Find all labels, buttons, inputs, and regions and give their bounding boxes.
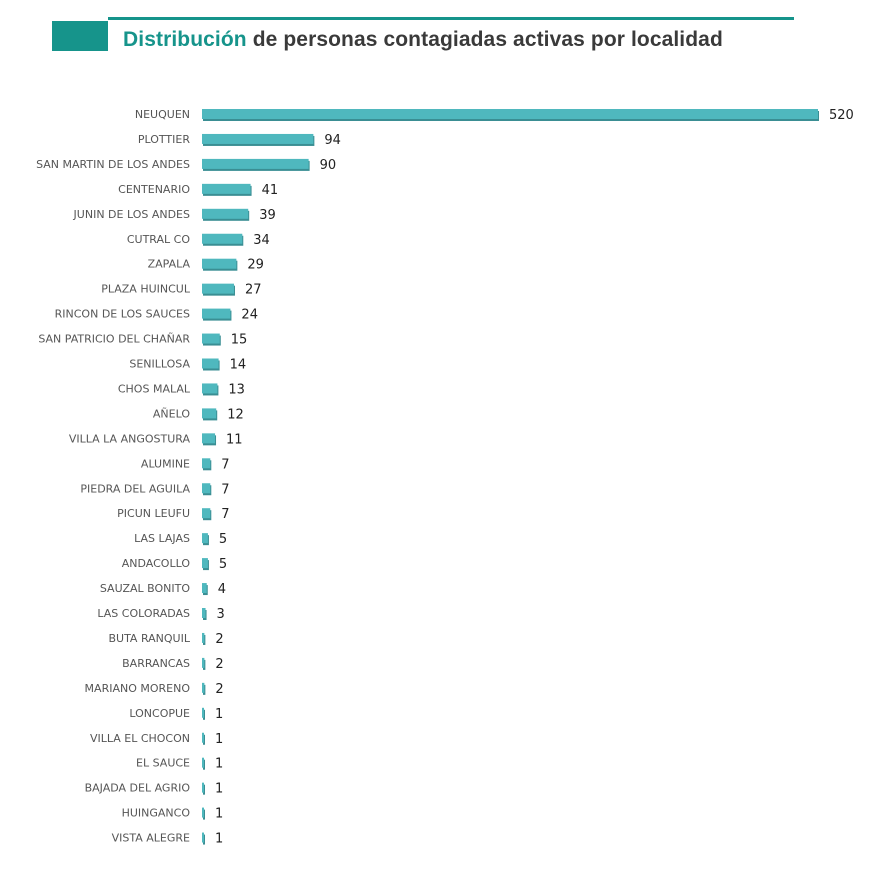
category-label: VISTA ALEGRE [112,832,190,845]
category-label: ZAPALA [148,258,191,271]
bar [202,283,234,294]
bar [202,732,204,743]
value-label: 1 [215,732,223,747]
value-label: 13 [228,382,245,397]
chart-title-accent: Distribución [123,28,247,51]
bar [202,682,205,693]
value-label: 39 [259,208,276,223]
value-label: 520 [829,108,854,123]
bar [202,383,218,394]
value-label: 7 [221,457,229,472]
bar [202,133,314,144]
category-label: PIEDRA DEL AGUILA [80,482,190,495]
category-label: PLAZA HUINCUL [101,283,191,296]
bar [202,832,204,843]
value-label: 7 [221,507,229,522]
value-label: 12 [227,407,244,422]
bar [202,433,216,444]
category-label: SAN PATRICIO DEL CHAÑAR [38,333,190,346]
category-label: SAUZAL BONITO [100,582,190,595]
bar [202,308,231,319]
value-label: 4 [218,582,226,597]
value-label: 2 [215,657,223,672]
bar [202,208,249,219]
bar [202,608,206,618]
bar [202,508,211,519]
value-label: 3 [217,607,225,622]
value-label: 15 [231,333,248,348]
category-label: LAS COLORADAS [97,607,190,620]
bar [202,782,204,793]
bar [202,408,217,419]
category-label: MARIANO MORENO [85,682,191,695]
category-label: VILLA EL CHOCON [90,732,190,745]
bar [202,483,211,494]
category-label: BAJADA DEL AGRIO [85,782,191,795]
bar [202,333,220,344]
chart-title-rest: de personas contagiadas activas por loca… [252,28,723,51]
value-label: 41 [262,183,279,198]
bar [202,657,205,668]
bar [202,183,251,194]
category-label: CENTENARIO [118,183,190,196]
category-label: SENILLOSA [129,358,190,371]
category-label: ALUMINE [141,457,190,470]
category-label: CHOS MALAL [118,382,191,395]
header-accent-block [52,21,108,51]
bar [202,632,205,643]
category-label: LAS LAJAS [134,532,190,545]
category-label: JUNIN DE LOS ANDES [73,208,190,221]
category-label: AÑELO [153,407,190,420]
category-label: SAN MARTIN DE LOS ANDES [36,158,190,171]
value-label: 1 [215,807,223,822]
bar [202,583,207,594]
value-label: 2 [215,632,223,647]
bar [202,458,211,469]
category-label: EL SAUCE [136,757,190,770]
value-label: 34 [253,233,270,248]
value-label: 7 [221,482,229,497]
value-label: 1 [215,832,223,847]
value-label: 2 [215,682,223,697]
category-label: PLOTTIER [138,133,190,146]
bar [202,533,208,544]
value-label: 1 [215,782,223,797]
value-label: 24 [241,308,258,323]
category-label: HUINGANCO [122,807,191,820]
value-label: 5 [219,532,227,547]
category-label: ANDACOLLO [122,557,191,570]
category-label: VILLA LA ANGOSTURA [69,432,191,445]
category-label: LONCOPUE [129,707,190,720]
value-label: 14 [230,358,247,373]
value-label: 1 [215,707,223,722]
bar [202,358,219,369]
bar [202,158,309,169]
category-label: RINCON DE LOS SAUCES [55,308,190,321]
bar [202,757,204,768]
category-label: BUTA RANQUIL [108,632,190,645]
value-label: 5 [219,557,227,572]
value-label: 90 [320,158,337,173]
category-label: NEUQUEN [135,108,190,121]
bar [202,258,237,269]
category-label: BARRANCAS [122,657,190,670]
bar [202,558,208,569]
value-label: 1 [215,757,223,772]
chart-title: Distribución de personas contagiadas acti… [123,28,723,52]
value-label: 11 [226,432,243,447]
bar [202,807,204,818]
value-label: 94 [324,133,341,148]
bar [202,109,818,119]
value-label: 29 [247,258,264,273]
header-rule [108,17,794,20]
value-label: 27 [245,283,262,298]
category-label: CUTRAL CO [127,233,190,246]
bar [202,707,204,718]
bar [202,233,243,244]
category-label: PICUN LEUFU [117,507,190,520]
